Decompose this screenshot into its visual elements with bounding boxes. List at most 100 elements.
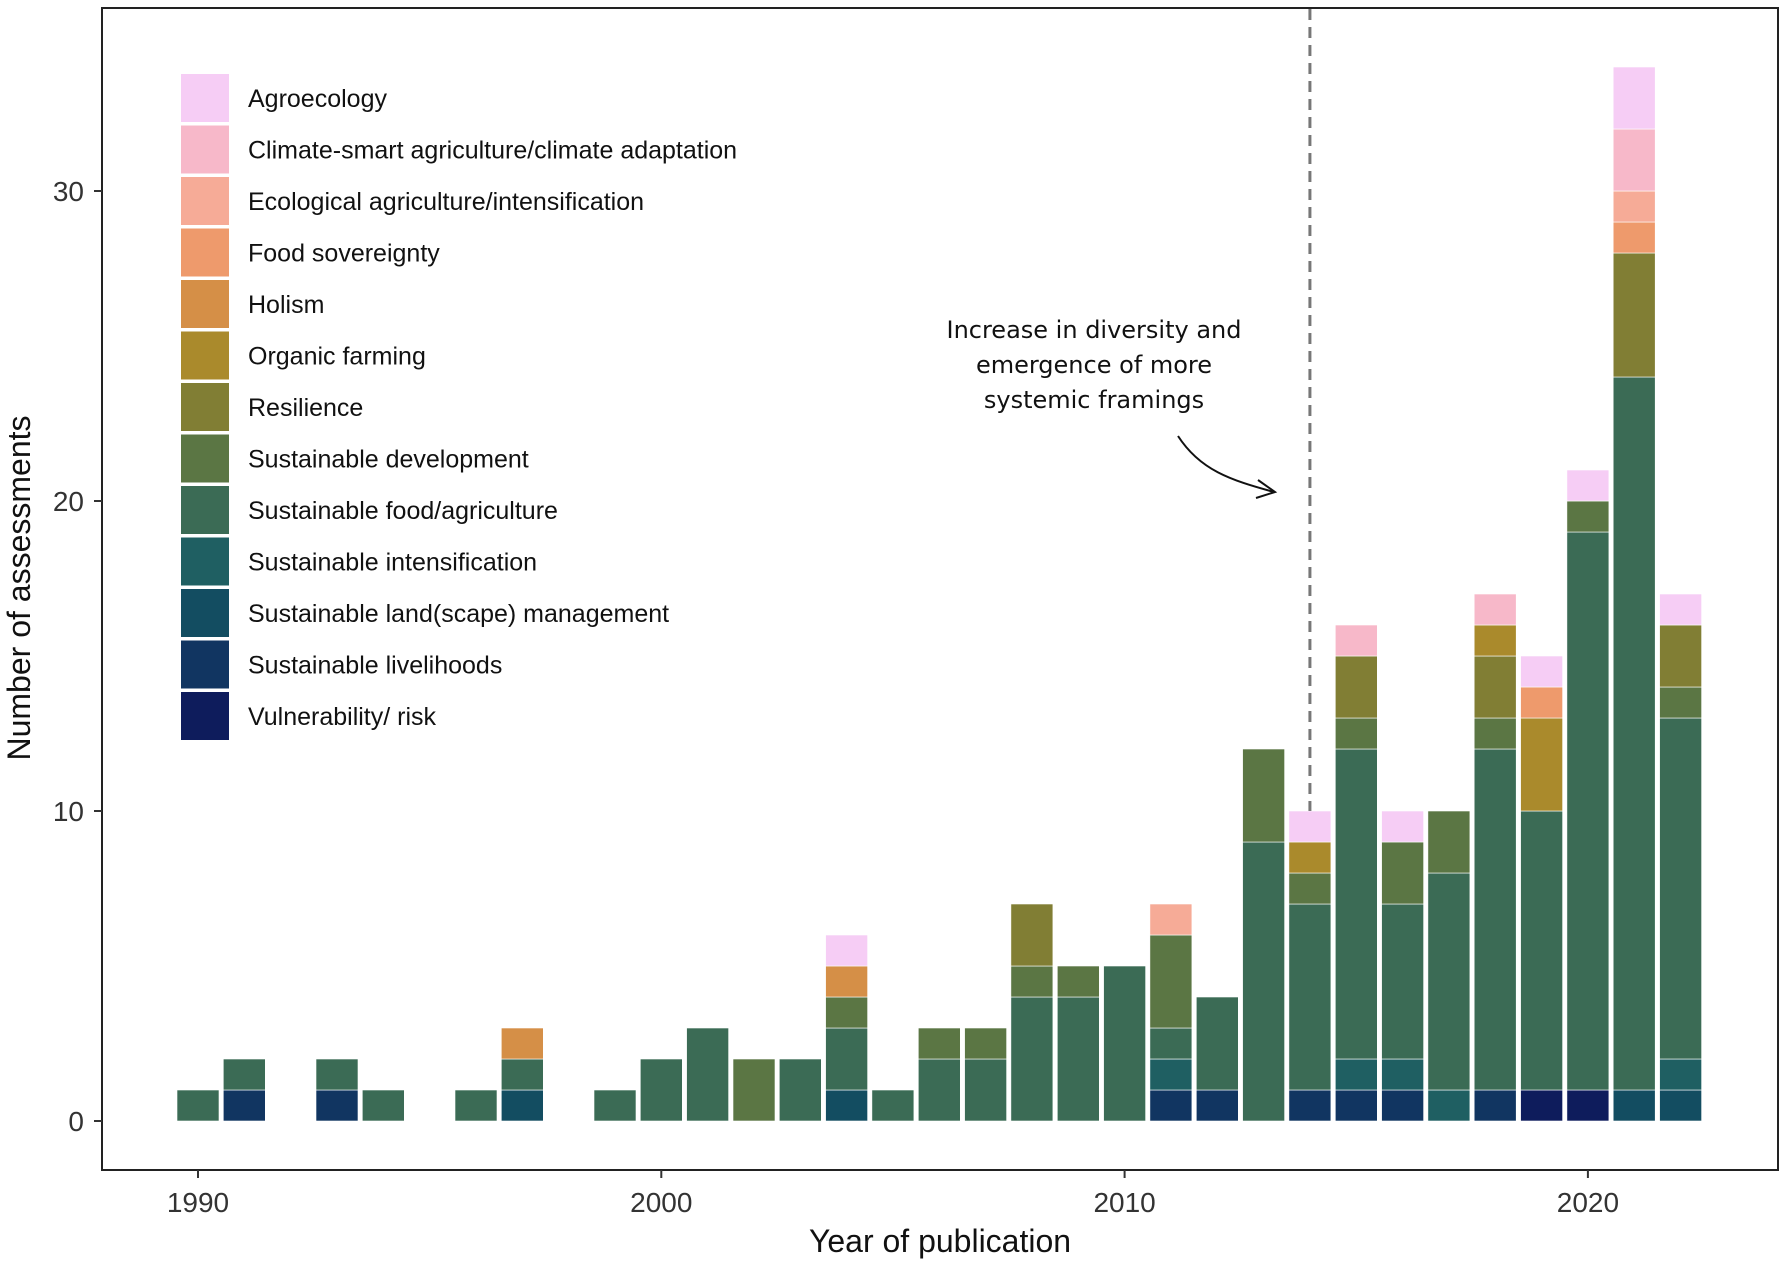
bar-2008-sustainable-food-agriculture <box>1010 996 1054 1122</box>
bar-2004-holism <box>825 965 868 998</box>
bar-2021-sustainable-food-agriculture <box>1612 376 1656 1091</box>
y-tick-label-20: 20 <box>53 486 84 517</box>
bar-2013-sustainable-development <box>1242 748 1285 843</box>
legend-key-sustainable-development <box>181 434 229 483</box>
bar-2002-sustainable-development <box>732 1058 776 1122</box>
bar-2004-sustainable-development <box>825 996 868 1029</box>
legend-label-sustainable-land-scape-management: Sustainable land(scape) management <box>248 600 669 628</box>
bar-2011-sustainable-intensification <box>1149 1058 1193 1091</box>
bar-2004-agroecology <box>825 934 868 967</box>
y-tick-label-30: 30 <box>53 176 84 207</box>
bar-2020-sustainable-development <box>1566 500 1610 533</box>
annotation-arrow <box>1177 435 1275 493</box>
bar-2021-ecological-agriculture-intensification <box>1612 190 1656 223</box>
bar-2007-sustainable-food-agriculture <box>964 1058 1007 1122</box>
annotation-line-3: systemic framings <box>984 386 1204 414</box>
legend-label-sustainable-food-agriculture: Sustainable food/agriculture <box>248 497 558 525</box>
bar-2015-sustainable-intensification <box>1335 1058 1378 1091</box>
bar-2018-sustainable-development <box>1473 717 1517 750</box>
bar-2014-sustainable-livelihoods <box>1288 1089 1332 1122</box>
legend-key-agroecology <box>181 74 229 122</box>
legend-label-food-sovereignty: Food sovereignty <box>248 240 440 268</box>
legend-key-sustainable-land-scape-management <box>181 589 229 637</box>
axes-layer: 1990 2000 2010 2020 0 10 20 30 <box>53 176 1619 1218</box>
legend-label-vulnerability-risk: Vulnerability/ risk <box>248 703 437 731</box>
x-axis-title: Year of publication <box>809 1223 1071 1259</box>
x-tick-label-1990: 1990 <box>167 1187 229 1218</box>
legend-key-climate-smart-agriculture-climate-adaptation <box>181 125 229 174</box>
bar-2022-sustainable-food-agriculture <box>1659 717 1702 1060</box>
legend-key-resilience <box>181 383 229 431</box>
bar-2021-sustainable-land-scape-management <box>1612 1089 1656 1122</box>
annotation: Increase in diversity and emergence of m… <box>946 316 1278 499</box>
bar-2022-resilience <box>1659 624 1702 688</box>
bar-2014-organic-farming <box>1288 841 1332 874</box>
bar-2006-sustainable-food-agriculture <box>917 1058 961 1122</box>
bar-2021-resilience <box>1612 252 1656 378</box>
bar-1997-holism <box>500 1027 544 1060</box>
bar-2011-ecological-agriculture-intensification <box>1149 903 1193 936</box>
bar-2019-agroecology <box>1520 655 1563 688</box>
bar-2016-sustainable-food-agriculture <box>1381 903 1424 1060</box>
bar-2014-sustainable-food-agriculture <box>1288 903 1332 1091</box>
bar-2008-resilience <box>1010 903 1054 967</box>
bar-2009-sustainable-food-agriculture <box>1057 996 1100 1122</box>
bar-2019-organic-farming <box>1520 717 1563 812</box>
bar-2011-sustainable-food-agriculture <box>1149 1027 1193 1060</box>
bar-2015-sustainable-development <box>1335 717 1378 750</box>
y-axis-title: Number of assessments <box>1 415 37 760</box>
bar-2019-sustainable-food-agriculture <box>1520 810 1563 1091</box>
bar-2000-sustainable-food-agriculture <box>639 1058 683 1122</box>
bar-2014-sustainable-development <box>1288 872 1332 905</box>
annotation-line-2: emergence of more <box>976 351 1212 379</box>
x-tick-label-2000: 2000 <box>630 1187 692 1218</box>
annotation-line-1: Increase in diversity and <box>946 316 1241 344</box>
bar-1993-sustainable-livelihoods <box>315 1089 359 1122</box>
legend-label-sustainable-development: Sustainable development <box>248 446 529 474</box>
bar-1999-sustainable-food-agriculture <box>593 1089 637 1122</box>
x-tick-label-2010: 2010 <box>1093 1187 1155 1218</box>
bar-1997-sustainable-food-agriculture <box>500 1058 544 1091</box>
bar-1991-sustainable-livelihoods <box>223 1089 266 1122</box>
bar-2015-climate-smart-agriculture-climate-adaptation <box>1335 624 1378 657</box>
bar-2022-sustainable-intensification <box>1659 1058 1702 1091</box>
bar-2017-sustainable-food-agriculture <box>1427 872 1471 1091</box>
bar-2016-sustainable-livelihoods <box>1381 1089 1424 1122</box>
legend-key-sustainable-livelihoods <box>181 640 229 689</box>
bar-2008-sustainable-development <box>1010 965 1054 998</box>
legend-label-holism: Holism <box>248 291 324 319</box>
bar-1997-sustainable-land-scape-management <box>500 1089 544 1122</box>
legend-key-sustainable-intensification <box>181 537 229 586</box>
bar-2007-sustainable-development <box>964 1027 1007 1060</box>
bar-2004-sustainable-land-scape-management <box>825 1089 868 1122</box>
bar-2010-sustainable-food-agriculture <box>1103 965 1146 1122</box>
bar-2018-climate-smart-agriculture-climate-adaptation <box>1473 593 1517 626</box>
bar-2015-sustainable-livelihoods <box>1335 1089 1378 1122</box>
bar-1996-sustainable-food-agriculture <box>454 1089 498 1122</box>
bar-2012-sustainable-livelihoods <box>1196 1089 1239 1122</box>
legend-label-sustainable-intensification: Sustainable intensification <box>248 549 537 577</box>
bar-2018-sustainable-food-agriculture <box>1473 748 1517 1091</box>
bar-2016-agroecology <box>1381 810 1424 843</box>
bar-1993-sustainable-food-agriculture <box>315 1058 359 1091</box>
bar-2020-vulnerability-risk <box>1566 1089 1610 1122</box>
bar-2017-sustainable-development <box>1427 810 1471 874</box>
bar-2012-sustainable-food-agriculture <box>1196 996 1239 1091</box>
legend-key-vulnerability-risk <box>181 692 229 740</box>
bar-2006-sustainable-development <box>917 1027 961 1060</box>
bar-2015-sustainable-food-agriculture <box>1335 748 1378 1060</box>
x-tick-label-2020: 2020 <box>1557 1187 1619 1218</box>
legend-key-sustainable-food-agriculture <box>181 486 229 534</box>
bar-2019-vulnerability-risk <box>1520 1089 1563 1122</box>
legend-key-holism <box>181 280 229 328</box>
bar-2018-resilience <box>1473 655 1517 719</box>
bar-2014-agroecology <box>1288 810 1332 843</box>
y-tick-label-10: 10 <box>53 796 84 827</box>
bar-2018-sustainable-livelihoods <box>1473 1089 1517 1122</box>
bar-2016-sustainable-development <box>1381 841 1424 905</box>
legend-label-organic-farming: Organic farming <box>248 343 426 371</box>
bar-2021-food-sovereignty <box>1612 221 1656 254</box>
bar-2004-sustainable-food-agriculture <box>825 1027 868 1091</box>
bar-2017-sustainable-intensification <box>1427 1089 1471 1122</box>
